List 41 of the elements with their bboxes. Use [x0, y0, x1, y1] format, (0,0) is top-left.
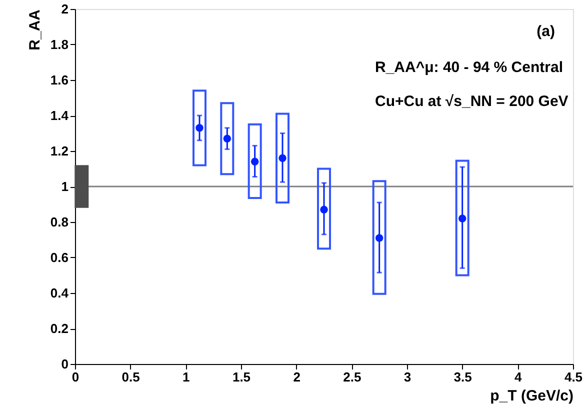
x-tick-label: 3: [404, 370, 412, 384]
y-tick-label: 1: [61, 179, 68, 194]
point: [375, 234, 384, 242]
x-tick-label: 1: [182, 370, 190, 384]
bar: [248, 123, 262, 200]
y-axis-title: R_AA: [26, 9, 44, 50]
y-tick-label: 0.2: [50, 321, 68, 336]
bar: [372, 180, 386, 295]
y-tick-label: 1.2: [50, 144, 68, 158]
y-tick-label: 2: [61, 2, 68, 16]
y-tick-label: 0.6: [50, 250, 68, 265]
y-tick-label: 1.8: [50, 37, 68, 52]
point: [196, 124, 204, 132]
y-tick-label: 0.8: [50, 214, 68, 230]
x-tick-label: 1.5: [232, 370, 251, 384]
point: [320, 206, 328, 214]
x-tick-label: 4: [514, 370, 523, 384]
point: [250, 158, 259, 166]
point: [458, 214, 466, 222]
annotation: Cu+Cu at √s_NN = 200 GeV: [375, 93, 568, 110]
y-tick-label: 0: [61, 356, 68, 372]
y-tick-label: 0.4: [50, 286, 70, 300]
bar: [192, 90, 206, 166]
annotation: R_AA^μ: 40 - 94 % Central: [375, 59, 563, 76]
x-tick-label: 4.5: [564, 370, 583, 384]
x-tick-label: 2.5: [343, 370, 362, 384]
bar: [317, 168, 331, 250]
y-tick-label: 1.4: [50, 108, 70, 123]
x-tick-label: 3.5: [454, 370, 472, 384]
bar: [455, 160, 470, 276]
bar: [276, 112, 290, 204]
annotation: (a): [536, 23, 555, 40]
x-tick-label: 0: [72, 370, 80, 384]
bar: [74, 165, 89, 208]
point: [223, 134, 232, 142]
y-tick-label: 1.6: [50, 72, 68, 88]
bar: [220, 102, 234, 176]
point: [278, 154, 286, 162]
x-axis-title: p_T (GeV/c): [490, 388, 574, 404]
x-tick-label: 0.5: [122, 370, 140, 384]
x-tick-label: 2: [293, 370, 300, 384]
